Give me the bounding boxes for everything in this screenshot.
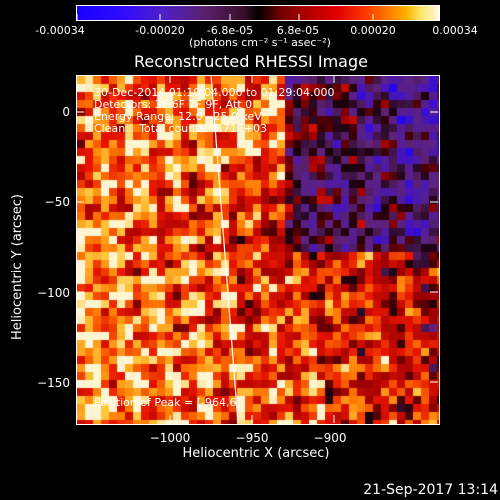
x-tick-2: −950	[235, 431, 269, 445]
colorbar-units: (photons cm⁻² s⁻¹ asec⁻²)	[189, 36, 331, 49]
x-axis-label: Heliocentric X (arcsec)	[182, 446, 330, 461]
info-line-2: Detectors: 3F 6F 7F 9F, Att 0	[94, 98, 253, 111]
heatmap-canvas	[77, 76, 439, 424]
colorbar-tick-3: -6.8e-05	[206, 24, 254, 37]
y-tick-3: −100	[37, 286, 70, 300]
colorbar-tick-6: 0.00034	[432, 24, 478, 37]
peak-position-text: Position of Peak = [-964,6]	[94, 396, 241, 409]
plot-title: Reconstructed RHESSI Image	[134, 52, 368, 71]
info-line-3: Energy Range: 12.0 - 25.0 keV	[94, 110, 262, 123]
y-tick-1: 0	[62, 105, 70, 119]
x-tick-3: −900	[313, 431, 347, 445]
colorbar-tick-2: -0.00020	[135, 24, 185, 37]
y-tick-2: −50	[44, 195, 70, 209]
y-axis-label: Heliocentric Y (arcsec)	[10, 194, 25, 340]
colorbar	[76, 5, 440, 21]
info-line-1: 30-Dec-2014 01:19:04.000 to 01:29:04.000	[94, 86, 335, 99]
info-line-4: Clean Total counts: 5.71E+03	[94, 122, 268, 135]
colorbar-tick-1: -0.00034	[35, 24, 85, 37]
reconstructed-image	[76, 75, 440, 425]
colorbar-tick-4: 6.8e-05	[276, 24, 320, 37]
y-tick-4: −150	[37, 376, 70, 390]
x-tick-1: −1000	[149, 431, 191, 445]
timestamp: 21-Sep-2017 13:14	[363, 482, 498, 498]
colorbar-tick-5: 0.00020	[350, 24, 396, 37]
